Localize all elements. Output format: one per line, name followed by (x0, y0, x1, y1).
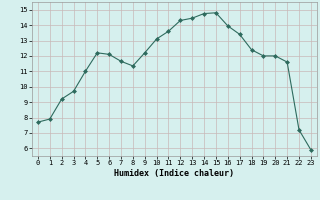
X-axis label: Humidex (Indice chaleur): Humidex (Indice chaleur) (115, 169, 234, 178)
